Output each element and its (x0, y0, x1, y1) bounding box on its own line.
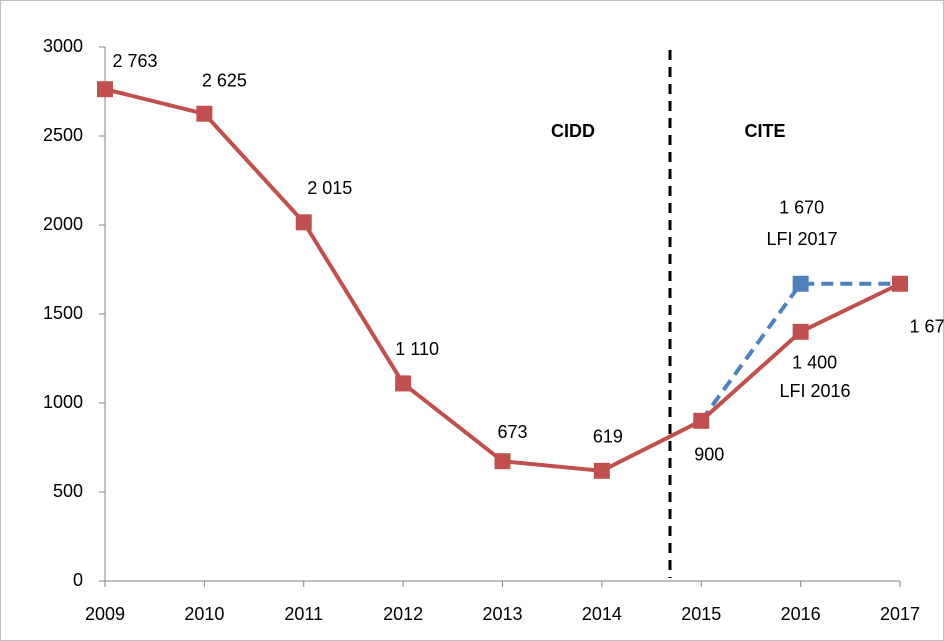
marker (395, 375, 412, 392)
y-tick-label: 1500 (43, 303, 83, 323)
marker (593, 462, 610, 479)
annotation: LFI 2016 (779, 381, 850, 401)
y-tick-label: 1000 (43, 392, 83, 412)
annotation: CIDD (551, 121, 595, 141)
marker (494, 453, 511, 470)
y-tick-label: 2000 (43, 214, 83, 234)
marker (295, 214, 312, 231)
series-line (699, 281, 900, 422)
x-tick-label: 2013 (482, 604, 522, 624)
y-tick-label: 3000 (43, 36, 83, 56)
annotation: CITE (744, 121, 785, 141)
data-label: 1 110 (395, 339, 439, 359)
marker (97, 81, 113, 98)
x-tick-label: 2017 (880, 604, 920, 624)
data-label: 2 763 (112, 51, 157, 71)
x-tick-label: 2009 (85, 604, 125, 624)
marker (196, 105, 213, 122)
annotation: LFI 2017 (766, 229, 837, 249)
data-label: 619 (593, 427, 623, 447)
x-tick-label: 2012 (383, 604, 423, 624)
x-tick-label: 2016 (781, 604, 821, 624)
data-label: 673 (497, 422, 527, 442)
x-tick-label: 2014 (582, 604, 622, 624)
y-tick-label: 2500 (43, 125, 83, 145)
data-label: 1 670 (909, 316, 944, 336)
x-tick-label: 2015 (681, 604, 721, 624)
y-tick-label: 0 (73, 570, 83, 590)
x-tick-label: 2011 (284, 604, 323, 624)
marker (693, 412, 710, 429)
y-tick-label: 500 (53, 481, 83, 501)
data-label: 2 625 (202, 71, 247, 91)
data-label: 1 400 (792, 353, 837, 373)
x-tick-label: 2010 (184, 604, 224, 624)
marker (792, 275, 809, 292)
marker (892, 275, 908, 292)
data-label: 1 670 (779, 197, 824, 217)
data-label: 2 015 (307, 178, 352, 198)
data-label: 900 (694, 445, 724, 465)
marker (792, 323, 809, 340)
